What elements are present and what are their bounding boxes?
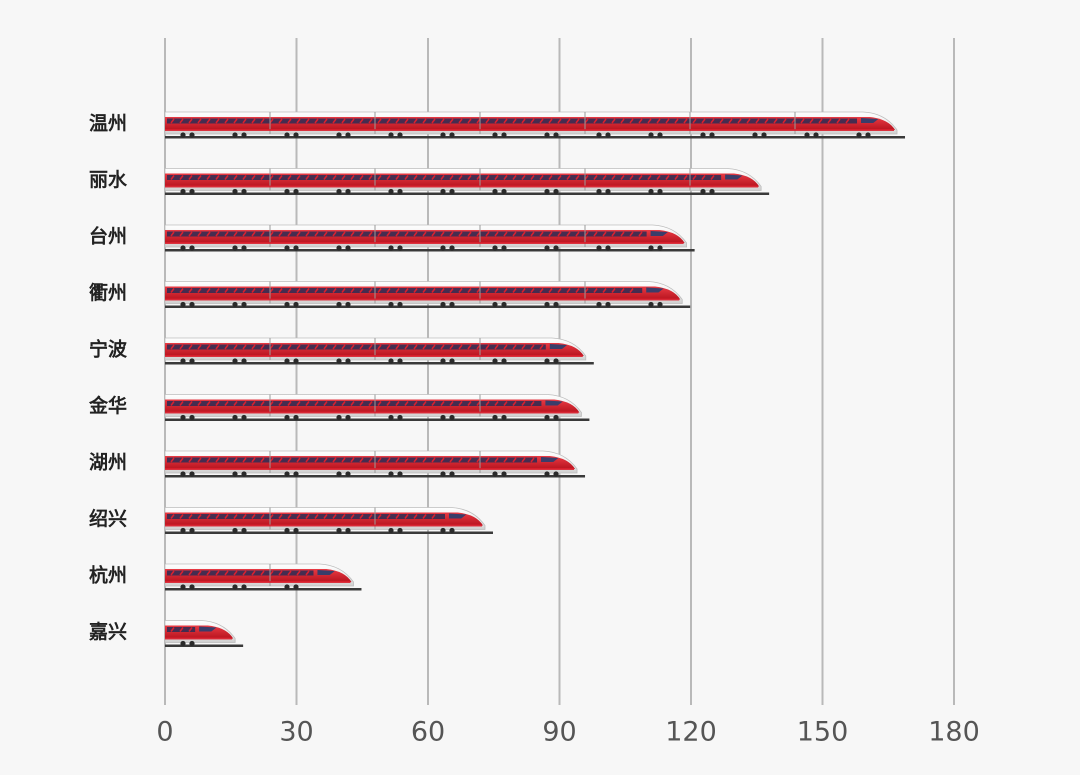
bar-train: [164, 168, 770, 195]
category-label: 金华: [88, 394, 127, 417]
category-label: 温州: [89, 113, 127, 135]
x-tick-label: 120: [665, 717, 717, 748]
bars: [164, 111, 906, 647]
x-tick-label: 0: [156, 717, 173, 748]
bar-train: [164, 563, 362, 591]
bar-train: [164, 450, 586, 478]
category-label: 嘉兴: [88, 621, 127, 643]
bar-train: [164, 281, 691, 308]
category-label: 杭州: [89, 564, 127, 587]
category-label: 衢州: [89, 281, 127, 304]
bar-train: [164, 620, 244, 647]
category-label: 湖州: [89, 452, 127, 474]
bar-train: [164, 507, 493, 534]
category-label: 丽水: [89, 169, 128, 191]
x-tick-label: 180: [928, 717, 980, 748]
bar-train: [164, 111, 906, 139]
bar-train: [164, 337, 594, 365]
bar-train: [164, 394, 590, 421]
x-tick-label: 60: [411, 717, 445, 748]
category-label: 台州: [89, 225, 127, 248]
x-tick-label: 90: [542, 717, 576, 748]
bar-train: [164, 224, 695, 252]
x-tick-label: 150: [797, 717, 849, 748]
category-label: 宁波: [89, 338, 128, 361]
x-tick-label: 30: [279, 717, 313, 748]
category-label: 绍兴: [89, 507, 127, 530]
grid-lines: [164, 38, 955, 705]
